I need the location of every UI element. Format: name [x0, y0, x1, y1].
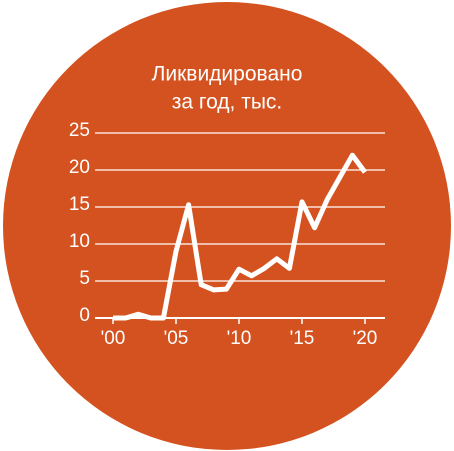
y-tick-label: 5: [79, 268, 90, 289]
x-tick-label: '10: [227, 328, 252, 349]
background-circle: [3, 2, 451, 450]
y-tick-label: 0: [79, 305, 90, 326]
x-tick-label: '20: [353, 328, 378, 349]
x-tick-label: '15: [290, 328, 315, 349]
data-line: [113, 152, 368, 321]
y-tick-label: 20: [69, 157, 90, 178]
x-tick-label: '00: [101, 328, 126, 349]
chart-title: за год, тыс.: [172, 91, 283, 114]
x-tick-label: '05: [164, 328, 189, 349]
chart-title: Ликвидировано: [152, 63, 303, 86]
y-tick-label: 15: [69, 194, 90, 215]
y-tick-label: 25: [69, 120, 90, 141]
y-tick-label: 10: [69, 231, 90, 252]
